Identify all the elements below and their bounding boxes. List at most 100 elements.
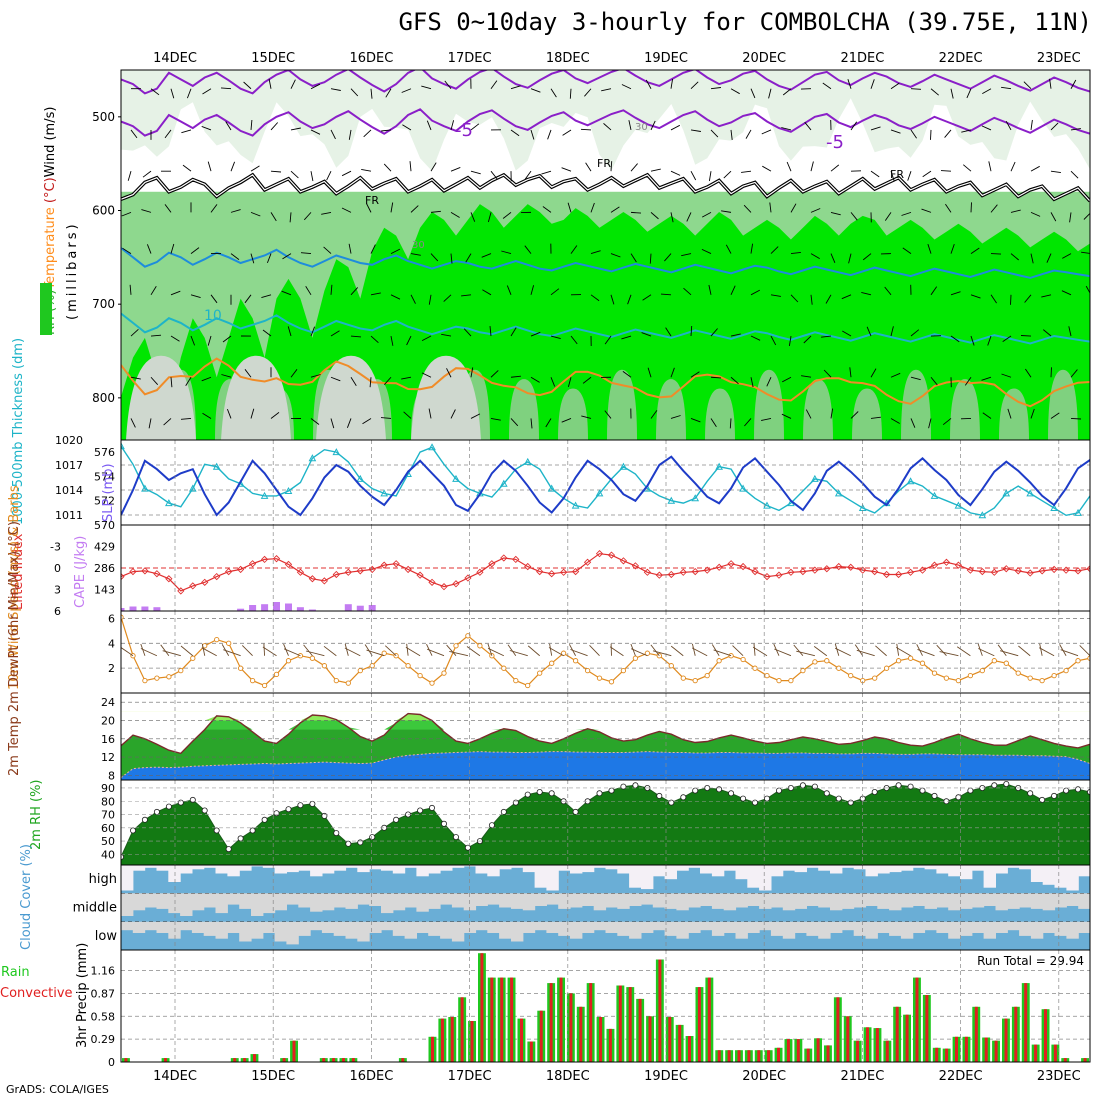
wind-barb xyxy=(1010,209,1021,213)
cloud-cell-low xyxy=(900,921,914,939)
wind-barb xyxy=(664,253,672,262)
wind-barb xyxy=(262,329,272,337)
series-point-rh xyxy=(608,787,615,794)
cloud-cell-low xyxy=(522,921,536,933)
wind-barb xyxy=(761,129,772,135)
series-point-wind-speed xyxy=(537,670,543,676)
wind-barb xyxy=(470,123,480,131)
cloud-cell-low xyxy=(664,921,677,936)
cloud-cell-low xyxy=(853,921,867,936)
wind-barb xyxy=(330,284,333,295)
wind-barb xyxy=(945,203,952,213)
wind-barb xyxy=(170,377,173,388)
isotherm-plus5-line xyxy=(121,247,1090,279)
wind-barb xyxy=(330,330,340,337)
axis-tick-label: 572 xyxy=(94,495,115,508)
series-point-wind-speed xyxy=(776,677,782,684)
wind-barb-10m xyxy=(140,648,158,657)
series-point-rh xyxy=(452,834,459,841)
wind-barb xyxy=(770,246,779,254)
series-point-wind-speed xyxy=(513,677,519,684)
wind-barb-10m xyxy=(895,647,911,657)
upper-panel: -5 -5 FR FR FR 10 30 30 xyxy=(121,70,1090,440)
wind-barb xyxy=(210,204,218,213)
cloud-cell-middle xyxy=(416,893,429,912)
series-point-wind-speed xyxy=(453,643,459,649)
series-point-wind-speed xyxy=(955,677,962,684)
axis-tick-label: 286 xyxy=(94,562,115,575)
wind-barb xyxy=(170,290,181,296)
cloud-cell-low xyxy=(723,921,737,933)
cloud-cell-middle xyxy=(971,893,985,908)
precip-bar-rain xyxy=(282,1058,286,1062)
wind-barb xyxy=(487,212,492,223)
series-point-lifted-index xyxy=(296,568,305,576)
wind-barb xyxy=(870,416,881,419)
wind-barb xyxy=(786,161,792,172)
cloud-cell-low xyxy=(310,921,323,931)
wind-barb xyxy=(1030,119,1033,131)
cloud-cell-low xyxy=(215,921,228,939)
wind-barb xyxy=(730,285,736,295)
wind-barb xyxy=(250,211,261,217)
wind-barb xyxy=(562,129,572,136)
cloud-cell-high xyxy=(416,865,429,877)
wind-barb-10m xyxy=(753,643,756,656)
series-point-rh xyxy=(357,839,364,846)
wind-barb xyxy=(982,88,992,94)
wind-barb xyxy=(660,293,672,296)
cloud-cell-low xyxy=(428,921,441,936)
series-point-lifted-index xyxy=(248,560,257,568)
wind-barb-10m xyxy=(180,645,194,657)
cloud-cell-middle xyxy=(144,893,157,908)
series-point-lifted-index xyxy=(500,554,508,562)
wind-barb xyxy=(141,209,152,213)
axis-tick-label: 1.16 xyxy=(91,965,116,978)
series-point-thickness xyxy=(121,442,125,450)
wind-barb xyxy=(261,294,272,299)
wind-barb xyxy=(966,88,972,99)
wind-barb xyxy=(848,253,852,264)
wind-barb xyxy=(788,335,792,346)
axis-tick-label: 0 xyxy=(54,562,61,575)
series-point-wind-speed xyxy=(142,677,148,684)
series-point-lifted-index xyxy=(177,587,185,595)
cape-bar xyxy=(121,608,125,611)
date-label-top: 20DEC xyxy=(742,51,786,66)
wind-barb xyxy=(670,367,675,378)
isotherm-minus10-line xyxy=(121,70,1090,95)
cloud-cell-middle xyxy=(581,893,595,906)
precip-bar-rain xyxy=(628,987,632,1062)
wind-barb xyxy=(230,253,240,260)
precip-bar-rain xyxy=(342,1058,345,1062)
cloud-cell-high xyxy=(1078,865,1090,877)
series-point-rh xyxy=(237,835,244,842)
wind-barb xyxy=(310,129,321,135)
series-point-thickness xyxy=(739,484,747,492)
cloud-cell-high xyxy=(404,865,417,868)
series-point-wind-speed xyxy=(154,675,160,681)
cloud-cell-low xyxy=(711,921,725,936)
wind-barb xyxy=(290,170,299,179)
cloud-cell-low xyxy=(617,921,630,936)
precip-bar-rain xyxy=(589,983,593,1062)
precip-bar-rain xyxy=(431,1036,434,1062)
series-point-rh xyxy=(488,822,495,829)
series-point-lifted-index xyxy=(859,566,867,574)
precip-bar-rain xyxy=(1024,983,1028,1062)
wind-barb xyxy=(622,371,632,378)
cloud-cell-middle xyxy=(983,893,996,906)
wind-barb xyxy=(690,418,701,423)
precip-bar-rain xyxy=(450,1017,454,1062)
wind-barb xyxy=(385,88,392,98)
series-point-wind-speed xyxy=(572,658,579,664)
cloud-cell-high xyxy=(782,865,796,871)
wind-barb xyxy=(930,376,938,386)
series-point-lifted-index xyxy=(344,568,352,576)
axis-tick-label: 0.29 xyxy=(91,1033,116,1046)
wind-barb-10m xyxy=(997,644,1007,656)
wind-barb xyxy=(567,377,572,388)
cloud-cell-middle xyxy=(735,893,748,908)
series-point-rh xyxy=(500,808,507,815)
freezing-level-line-inner xyxy=(121,174,1090,202)
